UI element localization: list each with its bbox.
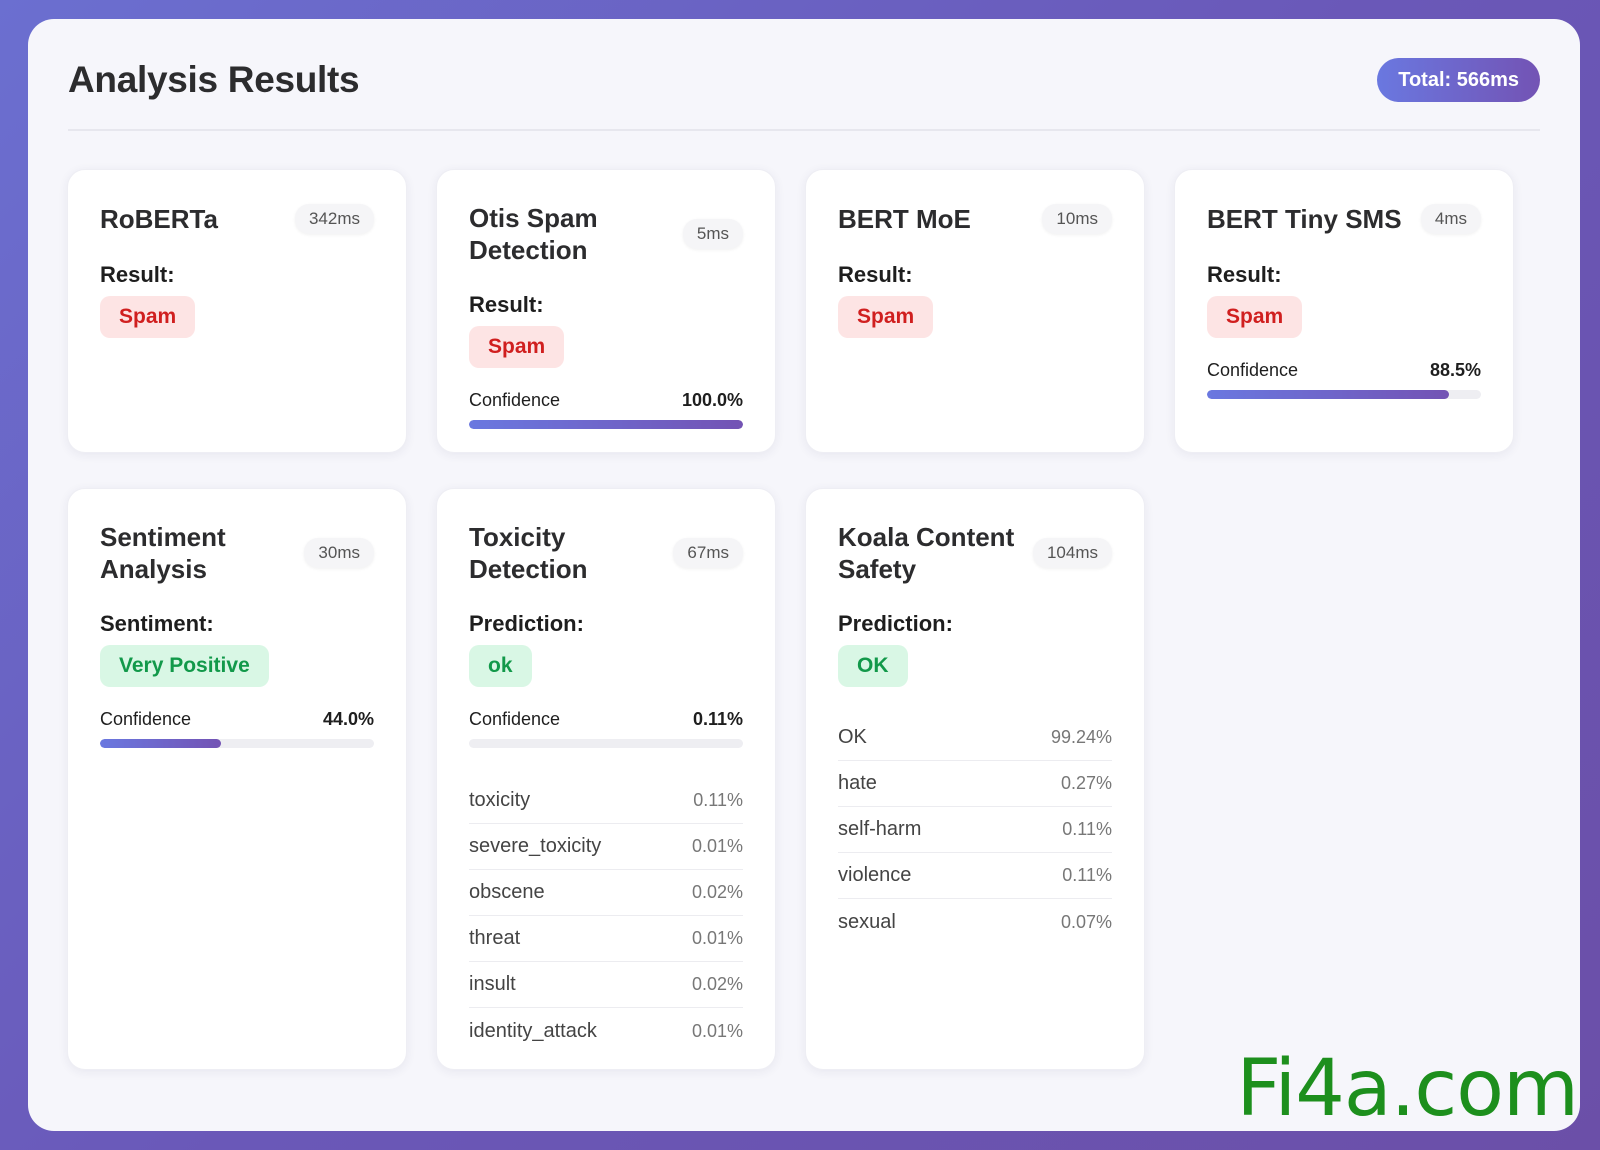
model-card-roberta: RoBERTa 342ms Result: Spam bbox=[67, 169, 407, 453]
sentiment-label: Sentiment: bbox=[100, 611, 214, 636]
confidence-bar bbox=[1207, 390, 1481, 399]
confidence-label: Confidence bbox=[1207, 360, 1299, 380]
model-card-bert-tiny-sms: BERT Tiny SMS 4ms Result: Spam Confidenc… bbox=[1174, 169, 1514, 453]
confidence-bar bbox=[469, 739, 743, 748]
metric-name: identity_attack bbox=[469, 1019, 597, 1042]
metric-list: toxicity 0.11% severe_toxicity 0.01% obsce… bbox=[469, 778, 743, 1054]
model-card-otis: Otis Spam Detection 5ms Result: Spam Con… bbox=[436, 169, 776, 453]
metric-value: 0.11% bbox=[1062, 819, 1112, 839]
confidence-bar-fill bbox=[469, 420, 743, 429]
confidence-row: Confidence 0.11% bbox=[469, 709, 743, 730]
time-pill: 104ms bbox=[1032, 538, 1112, 568]
metric-row: threat 0.01% bbox=[469, 916, 743, 962]
metric-name: violence bbox=[838, 864, 912, 886]
confidence-bar-fill bbox=[100, 739, 221, 748]
card-title: Toxicity Detection bbox=[469, 522, 588, 584]
card-title: RoBERTa bbox=[100, 204, 218, 234]
result-label: Result: bbox=[469, 292, 544, 317]
card-title: BERT Tiny SMS bbox=[1207, 204, 1402, 234]
metric-name: threat bbox=[469, 927, 521, 949]
metric-value: 0.11% bbox=[693, 790, 743, 810]
metric-value: 0.02% bbox=[691, 882, 743, 902]
metric-row: sexual 0.07% bbox=[838, 899, 1112, 945]
confidence-label: Confidence bbox=[469, 390, 561, 410]
metric-value: 0.07% bbox=[1060, 911, 1112, 932]
confidence-bar bbox=[469, 420, 743, 429]
prediction-badge: OK bbox=[838, 645, 908, 687]
confidence-row: Confidence 44.0% bbox=[100, 709, 374, 730]
time-pill: 67ms bbox=[673, 538, 743, 568]
prediction-label: Prediction: bbox=[469, 611, 584, 636]
time-pill: 10ms bbox=[1042, 204, 1112, 234]
model-card-sentiment: Sentiment Analysis 30ms Sentiment: Very … bbox=[67, 488, 407, 1070]
card-title: Koala Content Safety bbox=[838, 522, 1015, 584]
time-pill: 342ms bbox=[294, 204, 374, 234]
watermark-text: Fi4a.com bbox=[1236, 1044, 1579, 1134]
result-label: Result: bbox=[838, 262, 913, 287]
model-card-toxicity: Toxicity Detection 67ms Prediction: ok C… bbox=[436, 488, 776, 1070]
metric-value: 0.27% bbox=[1060, 773, 1112, 793]
confidence-value: 0.11% bbox=[692, 709, 743, 729]
metric-row: self-harm 0.11% bbox=[838, 807, 1112, 853]
metric-name: hate bbox=[838, 772, 877, 794]
confidence-row: Confidence 100.0% bbox=[469, 390, 743, 411]
metric-row: hate 0.27% bbox=[838, 761, 1112, 807]
confidence-row: Confidence 88.5% bbox=[1207, 360, 1481, 381]
sentiment-badge: Very Positive bbox=[100, 645, 269, 687]
result-badge: Spam bbox=[100, 296, 196, 338]
model-card-bert-moe: BERT MoE 10ms Result: Spam bbox=[805, 169, 1145, 453]
confidence-value: 100.0% bbox=[681, 390, 743, 410]
metric-value: 0.11% bbox=[1062, 865, 1112, 885]
metric-row: severe_toxicity 0.01% bbox=[469, 824, 743, 870]
confidence-label: Confidence bbox=[100, 709, 192, 729]
metric-row: OK 99.24% bbox=[838, 715, 1112, 761]
metric-name: toxicity bbox=[469, 789, 531, 811]
confidence-bar bbox=[100, 739, 374, 748]
metric-row: insult 0.02% bbox=[469, 962, 743, 1008]
result-label: Result: bbox=[100, 262, 175, 287]
prediction-label: Prediction: bbox=[838, 611, 953, 636]
total-time-badge: Total: 566ms bbox=[1377, 58, 1540, 102]
metric-value: 0.02% bbox=[691, 974, 743, 994]
metric-name: severe_toxicity bbox=[469, 835, 602, 857]
metric-name: sexual bbox=[838, 910, 896, 933]
metric-value: 99.24% bbox=[1050, 727, 1112, 747]
metric-row: obscene 0.02% bbox=[469, 870, 743, 916]
metric-name: obscene bbox=[469, 881, 545, 903]
model-card-koala: Koala Content Safety 104ms Prediction: O… bbox=[805, 488, 1145, 1070]
metric-value: 0.01% bbox=[691, 928, 743, 948]
result-badge: Spam bbox=[469, 326, 565, 368]
confidence-bar-fill bbox=[1207, 390, 1450, 399]
metric-row: violence 0.11% bbox=[838, 853, 1112, 899]
result-badge: Spam bbox=[838, 296, 934, 338]
prediction-badge: ok bbox=[469, 645, 532, 687]
metric-value: 0.01% bbox=[691, 836, 743, 856]
metric-name: self-harm bbox=[838, 818, 922, 840]
time-pill: 5ms bbox=[682, 219, 743, 249]
metric-name: OK bbox=[838, 726, 867, 748]
card-title: Sentiment Analysis bbox=[100, 522, 226, 584]
page-title: Analysis Results bbox=[68, 59, 360, 100]
result-label: Result: bbox=[1207, 262, 1282, 287]
header-divider bbox=[68, 129, 1540, 131]
card-title: BERT MoE bbox=[838, 204, 971, 234]
metric-row: identity_attack 0.01% bbox=[469, 1008, 743, 1054]
confidence-value: 88.5% bbox=[1429, 360, 1481, 380]
time-pill: 30ms bbox=[304, 538, 374, 568]
card-title: Otis Spam Detection bbox=[469, 203, 598, 265]
metric-list: OK 99.24% hate 0.27% self-harm 0.11% violen… bbox=[838, 715, 1112, 945]
time-pill: 4ms bbox=[1420, 204, 1481, 234]
result-badge: Spam bbox=[1207, 296, 1303, 338]
confidence-value: 44.0% bbox=[322, 709, 374, 729]
confidence-label: Confidence bbox=[469, 709, 561, 729]
metric-row: toxicity 0.11% bbox=[469, 778, 743, 824]
metric-name: insult bbox=[469, 973, 516, 995]
results-panel: Analysis Results Total: 566ms RoBERTa 34… bbox=[28, 19, 1580, 1131]
metric-value: 0.01% bbox=[691, 1020, 743, 1041]
